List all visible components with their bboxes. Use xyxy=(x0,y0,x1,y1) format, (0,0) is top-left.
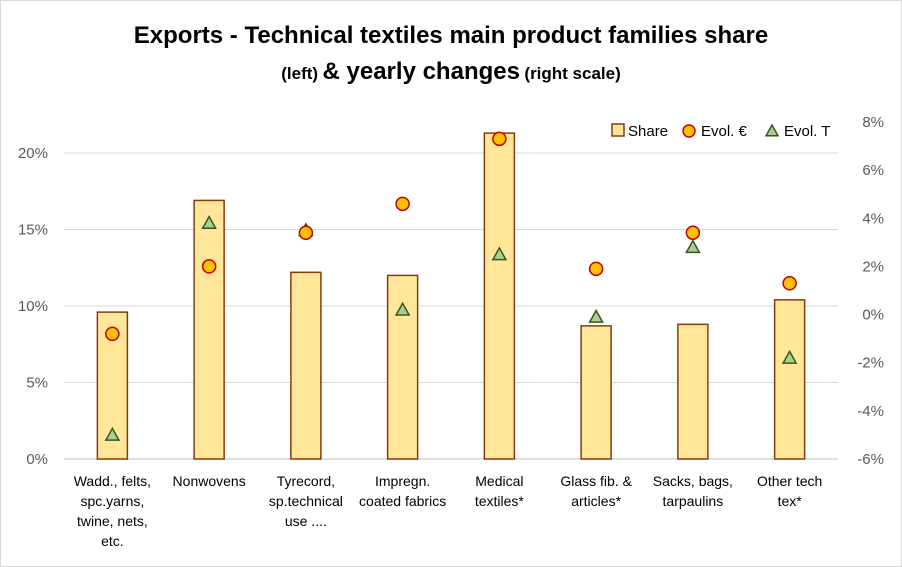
marker-evol-t xyxy=(201,215,217,230)
chart-subtitle: (left) & yearly changes (right scale) xyxy=(0,58,902,86)
marker-evol-eur xyxy=(492,131,507,147)
legend-label-evol-t: Evol. T xyxy=(784,123,830,140)
marker-evol-eur xyxy=(201,259,217,274)
bar-share xyxy=(290,271,322,460)
chart-title: Exports - Technical textiles main produc… xyxy=(133,22,769,49)
category-label-line: sp.technical xyxy=(269,493,343,509)
right-tick-label: 2% xyxy=(862,258,884,275)
legend-label-evol-eur: Evol. € xyxy=(701,123,748,140)
category-label-line: tex* xyxy=(778,493,803,509)
category-label-line: etc. xyxy=(101,533,124,549)
category-label: Impregn. coated fabrics xyxy=(359,473,446,509)
category-label-line: Other tech xyxy=(757,473,822,489)
right-tick-label: 4% xyxy=(862,210,884,227)
marker-evol-t xyxy=(781,349,798,364)
marker-evol-t xyxy=(588,308,604,323)
category-label-line: spc.yarns, xyxy=(80,493,144,509)
legend-label-share: Share xyxy=(628,123,668,140)
marker-evol-eur xyxy=(298,225,314,240)
marker-evol-t xyxy=(394,301,411,316)
right-tick-label: -6% xyxy=(857,451,884,468)
category-label: Wadd., felts, spc.yarns, twine, nets, etc. xyxy=(74,473,151,549)
marker-evol-eur xyxy=(685,225,701,240)
category-label-line: coated fabrics xyxy=(359,493,446,509)
bar-share xyxy=(580,325,612,460)
marker-evol-t xyxy=(685,239,701,254)
category-label-line: Glass fib. & xyxy=(560,473,632,489)
marker-evol-t xyxy=(491,246,508,261)
left-tick-label: 20% xyxy=(18,145,48,162)
category-label-line: twine, nets, xyxy=(77,513,148,529)
category-label-line: articles* xyxy=(571,493,621,509)
category-label: Medical textiles* xyxy=(475,473,525,509)
left-tick-label: 10% xyxy=(18,298,48,315)
category-label-line: Sacks, bags, xyxy=(653,473,733,489)
marker-evol-t xyxy=(104,426,121,441)
category-label: Nonwovens xyxy=(173,473,246,489)
left-tick-label: 15% xyxy=(18,222,48,239)
bar-share xyxy=(773,299,806,460)
category-label: Tyrecord, sp.technical use .... xyxy=(269,473,343,529)
category-label-line: textiles* xyxy=(475,493,525,509)
right-tick-label: -2% xyxy=(857,355,884,372)
category-label-line: Nonwovens xyxy=(173,473,246,489)
right-tick-label: -4% xyxy=(857,403,884,420)
marker-evol-eur xyxy=(782,276,797,291)
legend-swatch-share xyxy=(611,123,625,137)
left-tick-label: 0% xyxy=(26,451,48,468)
category-label-line: Tyrecord, xyxy=(277,473,335,489)
subtitle-right-note: (right scale) xyxy=(524,64,621,83)
right-tick-label: 6% xyxy=(862,162,884,179)
marker-evol-eur xyxy=(105,326,120,342)
category-label-line: tarpaulins xyxy=(663,493,724,509)
category-label-line: Medical xyxy=(475,473,523,489)
left-tick-label: 5% xyxy=(26,375,48,392)
category-label: Other tech tex* xyxy=(757,473,822,509)
bar-share xyxy=(483,132,516,460)
category-label-line: use .... xyxy=(285,513,327,529)
category-label-line: Impregn. xyxy=(375,473,430,489)
category-label: Sacks, bags, tarpaulins xyxy=(653,473,733,509)
right-tick-label: 8% xyxy=(862,114,884,131)
marker-evol-eur xyxy=(588,261,604,277)
legend-swatch-evol-eur xyxy=(682,124,696,138)
right-tick-label: 0% xyxy=(862,307,884,324)
category-label: Glass fib. & articles* xyxy=(560,473,632,509)
bar-share xyxy=(193,199,225,460)
subtitle-left-note: (left) xyxy=(281,64,319,83)
subtitle-main: & yearly changes xyxy=(322,58,520,85)
bar-share xyxy=(677,323,709,460)
marker-evol-eur xyxy=(395,196,410,212)
category-label-line: Wadd., felts, xyxy=(74,473,151,489)
legend-swatch-evol-t xyxy=(764,123,780,137)
